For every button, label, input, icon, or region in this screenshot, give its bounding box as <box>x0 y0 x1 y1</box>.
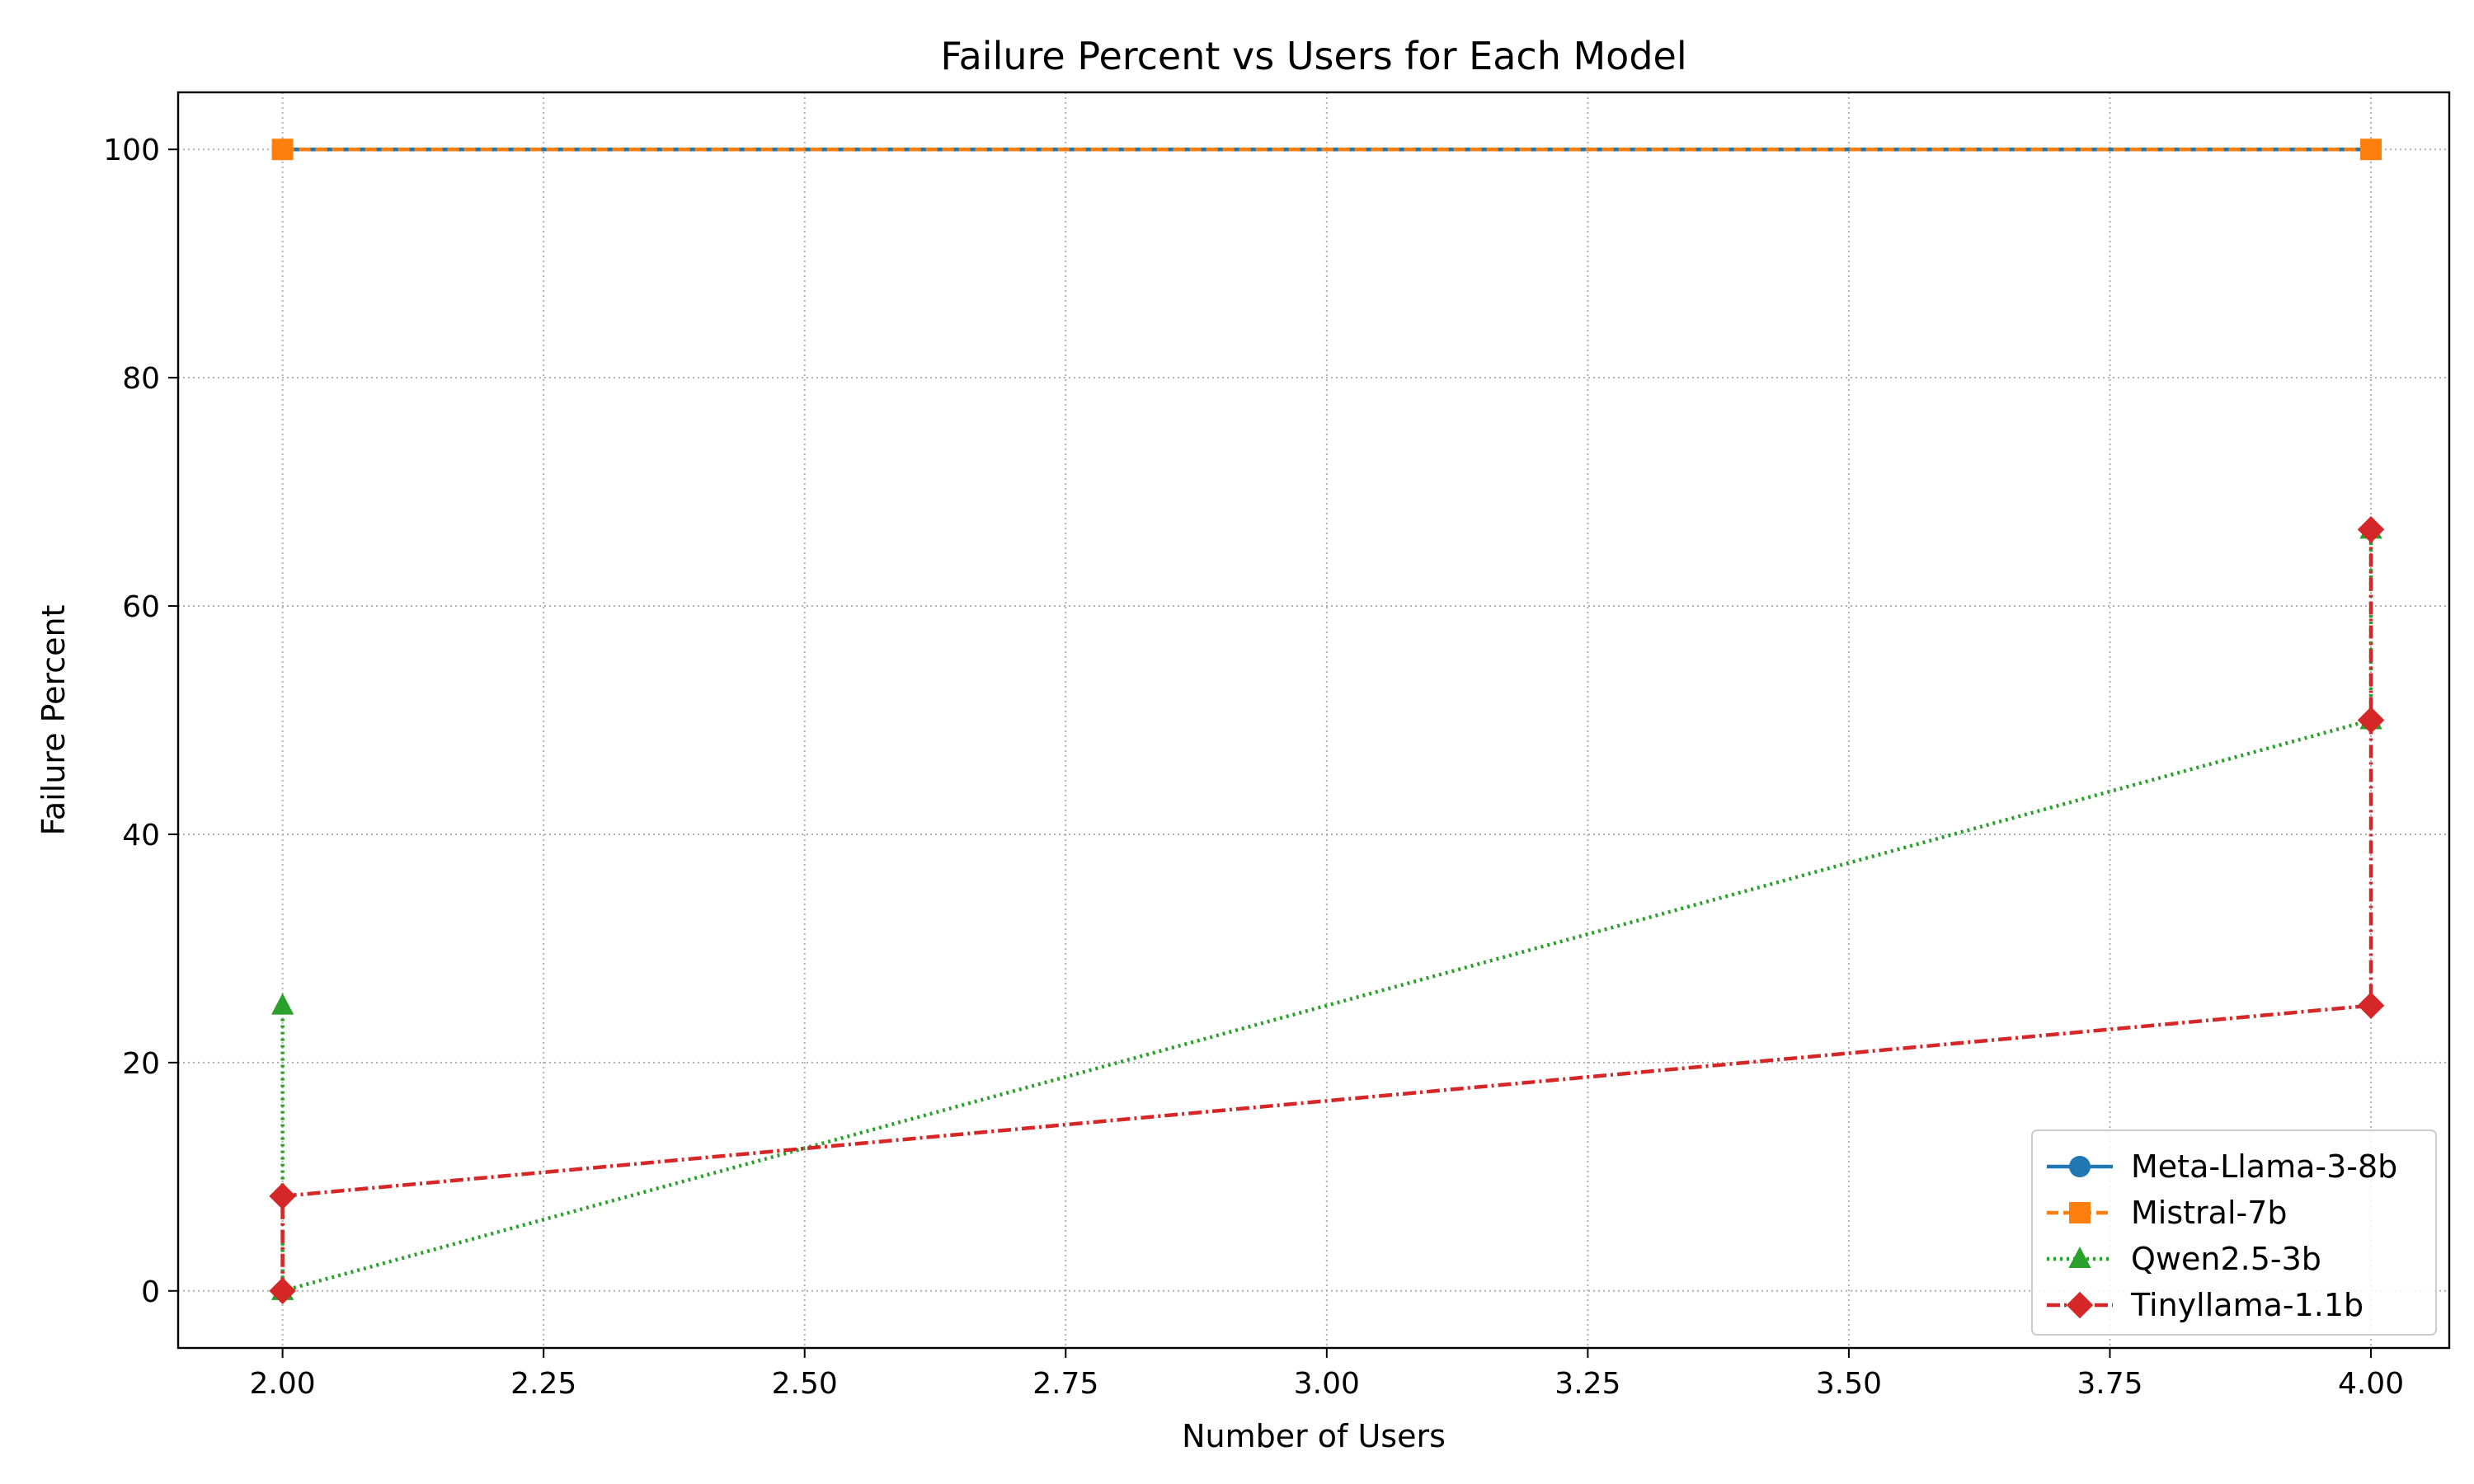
y-tick-label: 20 <box>122 1047 160 1081</box>
legend-label: Tinyllama-1.1b <box>2130 1287 2363 1323</box>
x-tick-label: 2.75 <box>1032 1367 1098 1401</box>
legend-marker <box>2069 1156 2091 1177</box>
x-axis-label: Number of Users <box>1182 1418 1446 1454</box>
series-3 <box>269 516 2385 1305</box>
data-point <box>2360 139 2382 161</box>
y-tick-label: 40 <box>122 819 160 852</box>
series-line <box>280 529 2373 1291</box>
series-layer <box>269 139 2385 1305</box>
y-axis-label: Failure Percent <box>35 604 72 835</box>
x-tick-label: 3.75 <box>2077 1367 2142 1401</box>
legend: Meta-Llama-3-8b Mistral-7b Qwen2.5-3b Tinyl… <box>2031 1129 2437 1336</box>
legend-label: Mistral-7b <box>2131 1195 2288 1231</box>
data-point <box>2357 992 2385 1019</box>
y-tick-label: 0 <box>141 1275 160 1309</box>
chart-title: Failure Percent vs Users for Each Model <box>940 34 1686 78</box>
legend-marker <box>2068 1247 2091 1269</box>
data-point <box>2357 707 2385 734</box>
legend-label: Qwen2.5-3b <box>2131 1241 2321 1277</box>
data-point <box>270 993 294 1015</box>
series-1 <box>271 139 2382 161</box>
y-tick-label: 100 <box>103 134 160 167</box>
x-tick-label: 3.25 <box>1554 1367 1620 1401</box>
legend-marker <box>2069 1202 2091 1223</box>
legend-label: Meta-Llama-3-8b <box>2131 1148 2397 1185</box>
legend-box <box>2031 1129 2437 1336</box>
data-point <box>269 1182 296 1210</box>
x-tick-label: 3.00 <box>1294 1367 1360 1401</box>
series-line <box>280 529 2373 1294</box>
legend-marker <box>2066 1291 2094 1319</box>
x-tick-label: 2.00 <box>250 1367 316 1401</box>
x-tick-label: 2.25 <box>510 1367 576 1401</box>
y-tick-label: 60 <box>122 590 160 624</box>
ticks: 2.00 2.25 2.50 2.75 3.00 3.25 3.50 3.75 4.00 0 20 4… <box>103 134 2404 1401</box>
x-tick-label: 4.00 <box>2338 1367 2404 1401</box>
plot-frame <box>176 91 2451 1350</box>
data-point <box>271 139 294 161</box>
x-tick-label: 3.50 <box>1816 1367 1882 1401</box>
data-point <box>269 1277 296 1305</box>
x-tick-label: 2.50 <box>772 1367 838 1401</box>
data-point <box>2357 516 2385 543</box>
y-tick-label: 80 <box>122 362 160 396</box>
grid <box>178 92 2449 1348</box>
